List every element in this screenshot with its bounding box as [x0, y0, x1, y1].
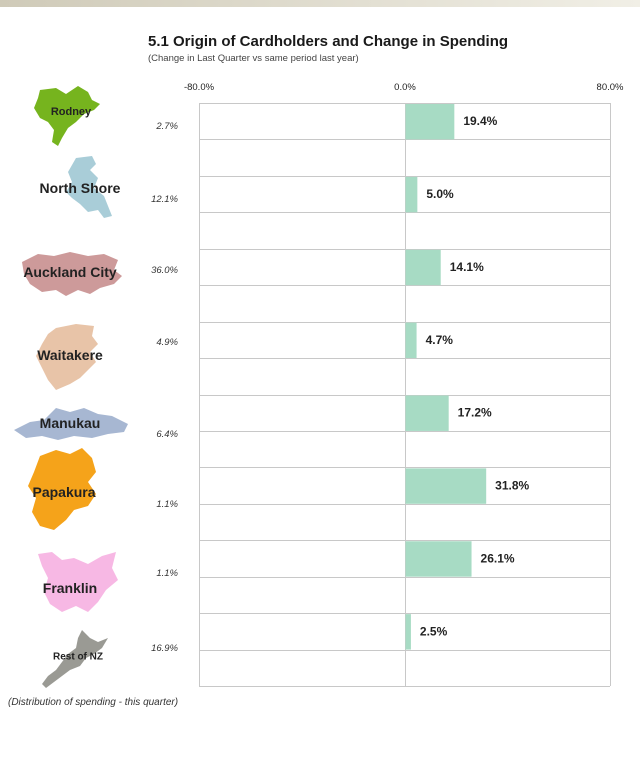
bar-franklin — [405, 541, 472, 577]
value-label-rest-of-nz: 2.5% — [420, 624, 448, 638]
bar-papakura — [405, 468, 487, 504]
waitakere-map-icon — [36, 324, 98, 390]
bar-rodney — [405, 104, 455, 140]
share-label-auckland-city: 36.0% — [151, 265, 178, 276]
tick-label-min: -80.0% — [183, 82, 215, 93]
value-label-franklin: 26.1% — [481, 551, 515, 565]
value-label-waitakere: 4.7% — [426, 333, 454, 347]
region-auckland-city: Auckland City — [18, 246, 128, 300]
top-rule — [0, 0, 640, 7]
region-rodney: Rodney — [22, 84, 112, 148]
share-label-franklin: 1.1% — [156, 568, 178, 579]
share-label-papakura: 1.1% — [156, 499, 178, 510]
region-label-manukau: Manukau — [39, 415, 101, 431]
rodney-map-icon — [34, 86, 100, 146]
value-label-rodney: 19.4% — [463, 114, 497, 128]
tick-label-max: 80.0% — [596, 82, 624, 93]
franklin-map-icon — [38, 552, 118, 612]
region-label-waitakere: Waitakere — [37, 347, 103, 363]
value-label-auckland-city: 14.1% — [450, 260, 484, 274]
share-label-rest-of-nz: 16.9% — [151, 643, 178, 654]
region-label-franklin: Franklin — [42, 580, 98, 596]
region-label-auckland-city: Auckland City — [23, 264, 117, 280]
region-waitakere: Waitakere — [26, 322, 116, 392]
value-label-north-shore: 5.0% — [426, 187, 454, 201]
manukau-map-icon — [14, 408, 128, 440]
north-shore-map-icon — [66, 156, 112, 218]
region-papakura: Papakura — [26, 448, 106, 532]
region-label-rodney: Rodney — [50, 106, 92, 118]
region-manukau: Manukau — [12, 404, 132, 444]
share-label-manukau: 6.4% — [156, 429, 178, 440]
rest-of-nz-map-icon — [42, 630, 108, 688]
value-label-manukau: 17.2% — [458, 406, 492, 420]
footnote: (Distribution of spending - this quarter… — [8, 697, 179, 708]
bar-rest-of-nz — [405, 614, 411, 650]
tick-label-zero: 0.0% — [394, 82, 416, 93]
chart-subtitle: (Change in Last Quarter vs same period l… — [148, 53, 359, 64]
share-label-north-shore: 12.1% — [151, 194, 178, 205]
bar-waitakere — [405, 322, 417, 359]
chart-title: 5.1 Origin of Cardholders and Change in … — [148, 33, 509, 50]
region-rest-of-nz: Rest of NZ — [38, 628, 114, 690]
bar-auckland-city — [405, 249, 441, 286]
bar-north-shore — [405, 176, 418, 213]
papakura-map-icon — [28, 448, 96, 530]
value-label-papakura: 31.8% — [495, 479, 529, 493]
region-franklin: Franklin — [32, 550, 122, 616]
bar-manukau — [405, 395, 449, 431]
share-label-rodney: 2.7% — [156, 121, 178, 132]
region-north-shore: North Shore — [22, 156, 132, 220]
share-label-waitakere: 4.9% — [156, 337, 178, 348]
region-label-papakura: Papakura — [32, 484, 96, 500]
auckland-city-map-icon — [22, 252, 122, 296]
region-label-north-shore: North Shore — [39, 180, 121, 196]
region-label-rest-of-nz: Rest of NZ — [53, 651, 103, 663]
